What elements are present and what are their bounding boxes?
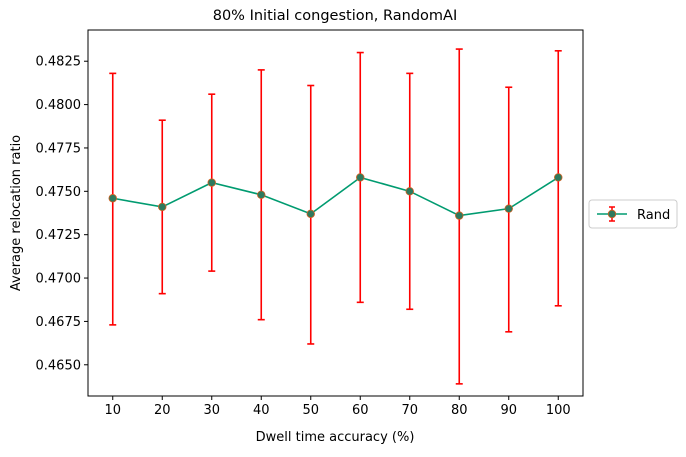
plot-area	[87, 29, 584, 397]
y-tick-label: 0.4750	[36, 185, 82, 200]
data-point	[455, 211, 464, 220]
y-tick-label: 0.4800	[36, 98, 82, 113]
x-tick-label: 30	[203, 403, 220, 418]
x-tick-label: 90	[500, 403, 517, 418]
data-point	[405, 187, 414, 196]
data-point	[207, 178, 216, 187]
chart-title: 80% Initial congestion, RandomAI	[213, 8, 458, 24]
legend-label: Rand	[637, 208, 670, 223]
data-point	[108, 194, 117, 203]
x-tick-label: 60	[352, 403, 369, 418]
y-axis-label: Average relocation ratio	[9, 135, 24, 291]
legend-marker	[607, 209, 617, 219]
data-point	[504, 204, 513, 213]
series-line	[112, 176, 559, 217]
data-point	[158, 202, 167, 212]
series-line-group	[112, 176, 559, 217]
y-tick-label: 0.4825	[36, 55, 82, 70]
markers	[108, 173, 563, 220]
data-point	[356, 173, 365, 182]
y-tick-label: 0.4775	[36, 141, 82, 156]
data-point	[554, 173, 563, 182]
y-tick-label: 0.4675	[36, 315, 82, 330]
error-bars	[109, 48, 562, 385]
x-tick-label: 70	[401, 403, 418, 418]
y-tick-label: 0.4650	[36, 358, 82, 373]
y-axis: 0.4650 0.4675 0.4700 0.4725 0.4750 0.4775 0.48…	[36, 55, 88, 373]
x-tick-label: 100	[546, 403, 571, 418]
x-tick-label: 40	[253, 403, 270, 418]
y-tick-label: 0.4700	[36, 272, 82, 287]
y-tick-label: 0.4725	[36, 228, 82, 243]
x-tick-label: 10	[104, 403, 121, 418]
data-point	[257, 190, 266, 199]
plot-frame	[87, 29, 584, 397]
x-axis: 10 20 30 40 50 60 70 80 90 100	[104, 396, 571, 418]
x-tick-label: 80	[451, 403, 468, 418]
x-axis-label: Dwell time accuracy (%)	[256, 430, 415, 445]
legend: Rand	[588, 199, 678, 229]
data-point	[306, 209, 315, 219]
x-tick-label: 50	[302, 403, 319, 418]
x-tick-label: 20	[154, 403, 171, 418]
